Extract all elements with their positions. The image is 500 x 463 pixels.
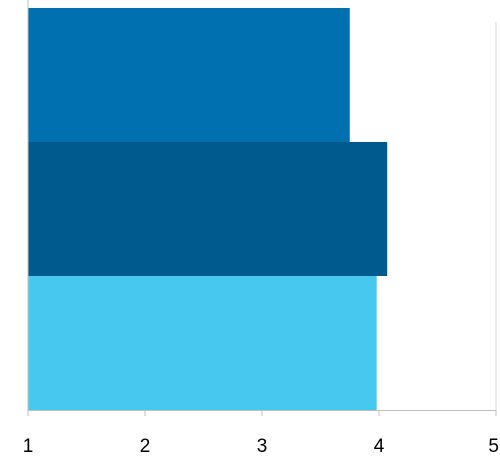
bar-1 [28,8,350,142]
x-axis-ticks: 1 2 3 4 5 [23,410,499,457]
x-tick-label-5: 5 [488,436,499,457]
x-tick-label-3: 3 [257,436,268,457]
x-tick-label-4: 4 [374,436,385,457]
x-tick-label-2: 2 [140,436,151,457]
bar-3 [28,276,377,410]
bar-2 [28,142,388,276]
bars-layer [28,8,388,410]
x-tick-label-1: 1 [23,436,34,457]
